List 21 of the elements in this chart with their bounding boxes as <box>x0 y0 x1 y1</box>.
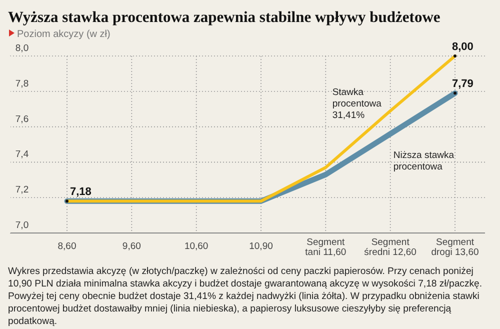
y-tick-label: 7,8 <box>15 78 29 90</box>
y-tick-label: 7,0 <box>15 220 29 231</box>
x-tick-label: 9,60 <box>122 241 141 252</box>
x-tick-label: 8,60 <box>58 241 76 252</box>
data-label: 7,18 <box>70 186 92 198</box>
x-tick-label: Segment tani 11,60 <box>305 237 346 258</box>
x-tick-label: Segment średni 12,60 <box>364 237 416 258</box>
series-label: Stawka procentowa 31,41% <box>332 86 382 121</box>
data-label: 8,00 <box>452 41 474 53</box>
series-label: Niższa stawka procentowa <box>393 150 455 172</box>
chart-subtitle: Poziom akcyzy (w zł) <box>17 29 110 40</box>
y-tick-label: 8,0 <box>15 43 29 54</box>
x-tick-label: 10,60 <box>184 241 208 252</box>
y-tick-label: 7,2 <box>15 184 29 196</box>
y-tick-label: 7,6 <box>15 114 29 125</box>
text: Wykres przedstawia akcyzę (w złotych/paczkę) w zależności od ceny paczki papierosów. Przy cenach poniżej 10,90 PLN działa minimalna stawka akcyzy i budżet dostaje gwarantowaną akcyzę w wysokości 7,18 zł/paczkę. Powyżej tej ceny obecnie budżet dostaje 31,41% z każdej nadwyżki (linia żółta). W przypadku obniżenia stawki procentowej budżet dostawałby mniej (linia niebieska), a papierosy luksusowe cieszyłyby się preferencją podatkową. <box>8 266 482 327</box>
x-tick-label: 10,90 <box>249 241 273 252</box>
y-tick-label: 7,4 <box>15 149 29 160</box>
chart-title: Wyższa stawka procentowa zapewnia stabilne wpływy budżetowe <box>8 9 440 26</box>
data-label: 7,79 <box>452 78 474 90</box>
x-tick-label: Segment drogi 13,60 <box>431 237 479 258</box>
